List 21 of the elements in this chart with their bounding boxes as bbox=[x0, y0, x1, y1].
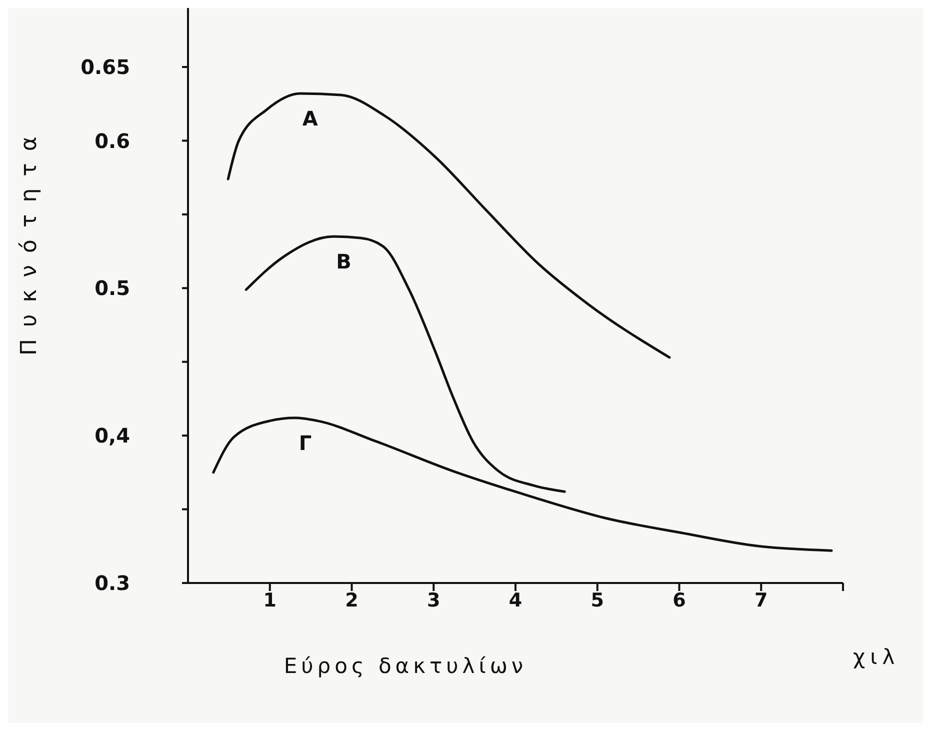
x-tick-label: 2 bbox=[345, 589, 358, 612]
x-tick-label: 6 bbox=[672, 589, 686, 612]
y-tick-label: 0.6 bbox=[94, 128, 130, 153]
line-series bbox=[212, 416, 833, 552]
y-tick-label: 0.5 bbox=[94, 276, 130, 300]
y-axis-title: Πυκνότητα bbox=[16, 124, 42, 356]
y-tick-label: 0.3 bbox=[94, 571, 130, 596]
line-series bbox=[244, 235, 566, 493]
x-tick-label: 7 bbox=[754, 589, 768, 612]
series-label: A bbox=[302, 106, 318, 131]
x-tick-label: 4 bbox=[508, 589, 522, 612]
x-tick-label: 5 bbox=[590, 589, 604, 612]
y-tick-label: 0,4 bbox=[94, 424, 130, 448]
line-series bbox=[226, 92, 671, 359]
y-tick-label: 0.65 bbox=[80, 55, 130, 80]
text: χιλ bbox=[853, 645, 900, 669]
series-label: B bbox=[336, 250, 352, 274]
series-label: Γ bbox=[298, 430, 312, 455]
x-tick-label: 1 bbox=[263, 589, 276, 612]
x-axis-title: Εύρος δακτυλίων bbox=[284, 654, 528, 678]
x-tick-label: 3 bbox=[427, 589, 440, 612]
